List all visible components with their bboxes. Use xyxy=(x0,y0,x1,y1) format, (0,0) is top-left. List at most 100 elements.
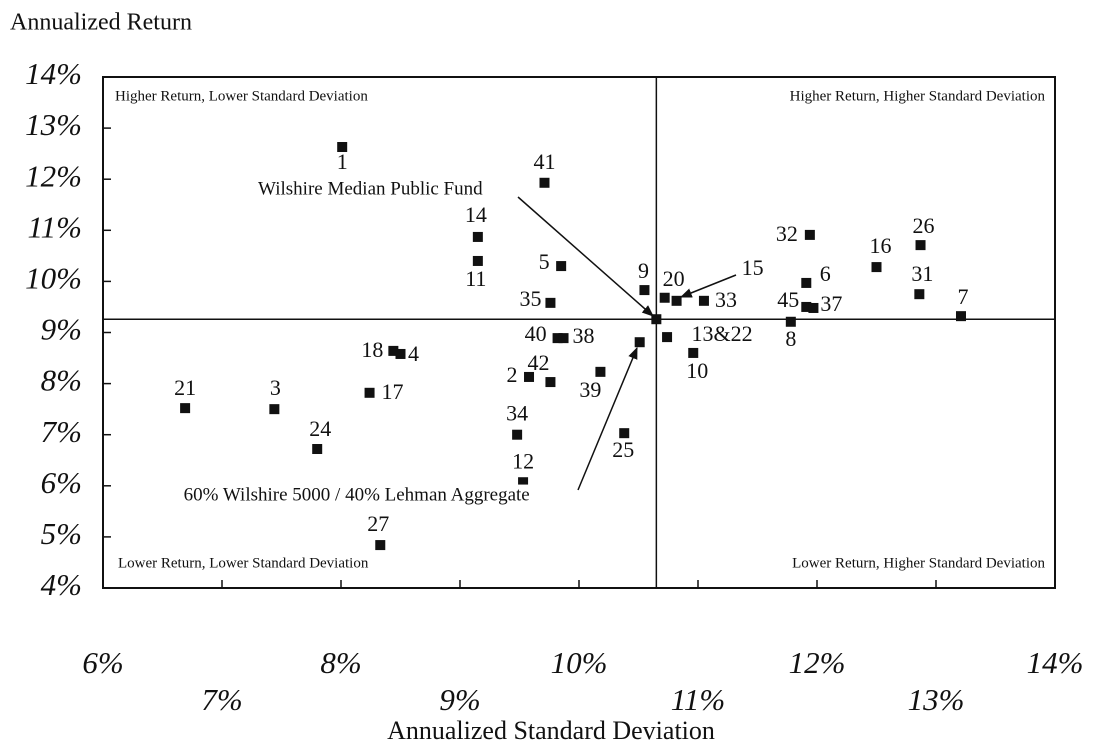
x-axis-label: Annualized Standard Deviation xyxy=(387,716,715,745)
point xyxy=(871,262,882,273)
x-tick-label: 8% xyxy=(320,645,361,680)
x-tick-label: 6% xyxy=(82,645,123,680)
point-label: 32 xyxy=(776,221,798,246)
point xyxy=(914,289,925,300)
quadrant-label: Higher Return, Lower Standard Deviation xyxy=(115,88,368,104)
point xyxy=(518,477,529,488)
point xyxy=(337,142,348,153)
point xyxy=(698,295,709,306)
point xyxy=(651,314,662,325)
point-label: 13&22 xyxy=(691,321,752,346)
point xyxy=(269,404,280,415)
point xyxy=(801,277,812,288)
point xyxy=(395,348,406,359)
point-label: 60% Wilshire 5000 / 40% Lehman Aggregate xyxy=(184,485,530,506)
y-tick-label: 10% xyxy=(25,261,82,296)
x-tick-label: 13% xyxy=(908,682,965,717)
point-label: 17 xyxy=(382,379,404,404)
label-bg xyxy=(256,178,486,200)
point-label: 8 xyxy=(785,326,796,351)
point-label: 10 xyxy=(686,358,708,383)
point-label: 7 xyxy=(957,284,968,309)
point-label: 20 xyxy=(663,266,685,291)
point xyxy=(545,297,556,308)
point-label: 33 xyxy=(715,287,737,312)
point xyxy=(545,377,556,388)
quadrant-label: Lower Return, Higher Standard Deviation xyxy=(792,555,1045,571)
point-label: 4 xyxy=(408,341,419,366)
x-tick-label: 9% xyxy=(439,682,480,717)
label-bg xyxy=(181,484,532,506)
point-label: 14 xyxy=(465,202,487,227)
point-label: 35 xyxy=(519,286,541,311)
point xyxy=(558,333,569,344)
point-label: 42 xyxy=(527,350,549,375)
x-tick-label: 14% xyxy=(1027,645,1084,680)
y-tick-label: 7% xyxy=(41,414,82,449)
point-label: 45 xyxy=(777,287,799,312)
point xyxy=(915,240,926,251)
point xyxy=(671,295,682,306)
point xyxy=(595,366,606,377)
point xyxy=(688,347,699,358)
y-tick-label: 14% xyxy=(25,56,82,91)
chart-title: Annualized Return xyxy=(10,10,192,36)
y-tick-label: 4% xyxy=(41,567,82,602)
point-label: 37 xyxy=(820,291,842,316)
x-tick-label: 12% xyxy=(789,645,846,680)
point-label: Wilshire Median Public Fund xyxy=(258,179,483,200)
y-tick-label: 5% xyxy=(41,516,82,551)
point-label: 31 xyxy=(911,261,933,286)
point xyxy=(388,345,399,356)
quadrant-label-bg xyxy=(115,555,372,572)
point xyxy=(804,229,815,240)
point-label: 2 xyxy=(507,362,518,387)
point-label: 16 xyxy=(870,233,892,258)
point-label: 25 xyxy=(612,437,634,462)
point xyxy=(539,177,550,188)
x-tick-label: 11% xyxy=(671,682,726,717)
point-label: 26 xyxy=(913,213,935,238)
point-label: 27 xyxy=(367,511,389,536)
point xyxy=(512,429,523,440)
y-tick-label: 6% xyxy=(41,465,82,500)
callout-arrow xyxy=(577,346,638,491)
point xyxy=(808,302,819,313)
point xyxy=(639,285,650,296)
point xyxy=(472,231,483,242)
y-tick-label: 8% xyxy=(41,363,82,398)
callout-arrow xyxy=(679,274,737,298)
point-label: 5 xyxy=(539,249,550,274)
point-label: 1 xyxy=(337,149,348,174)
point-label: 15 xyxy=(742,255,764,280)
point-label: 24 xyxy=(309,416,331,441)
point xyxy=(662,332,673,343)
point-label: 38 xyxy=(573,323,595,348)
point xyxy=(785,316,796,327)
point-label: 41 xyxy=(533,149,555,174)
point-label: 9 xyxy=(638,258,649,283)
quadrant-label: Lower Return, Lower Standard Deviation xyxy=(118,555,369,571)
point xyxy=(312,444,323,455)
point-label: 18 xyxy=(361,337,383,362)
point xyxy=(375,540,386,551)
point-label: 3 xyxy=(270,375,281,400)
x-tick-label: 7% xyxy=(201,682,242,717)
quadrant-label-bg xyxy=(112,88,372,105)
y-tick-label: 12% xyxy=(25,158,82,193)
point xyxy=(619,428,630,439)
point-label: 39 xyxy=(579,377,601,402)
point xyxy=(180,403,191,414)
y-tick-label: 9% xyxy=(41,312,82,347)
y-tick-label: 13% xyxy=(25,107,82,142)
point-label: 21 xyxy=(174,375,196,400)
point-label: 34 xyxy=(506,401,528,426)
callout-arrow xyxy=(517,196,654,317)
point xyxy=(552,333,563,344)
point-label: 40 xyxy=(525,321,547,346)
quadrant-label-bg xyxy=(786,88,1049,105)
point-label: 12 xyxy=(512,448,534,473)
point xyxy=(659,292,670,303)
